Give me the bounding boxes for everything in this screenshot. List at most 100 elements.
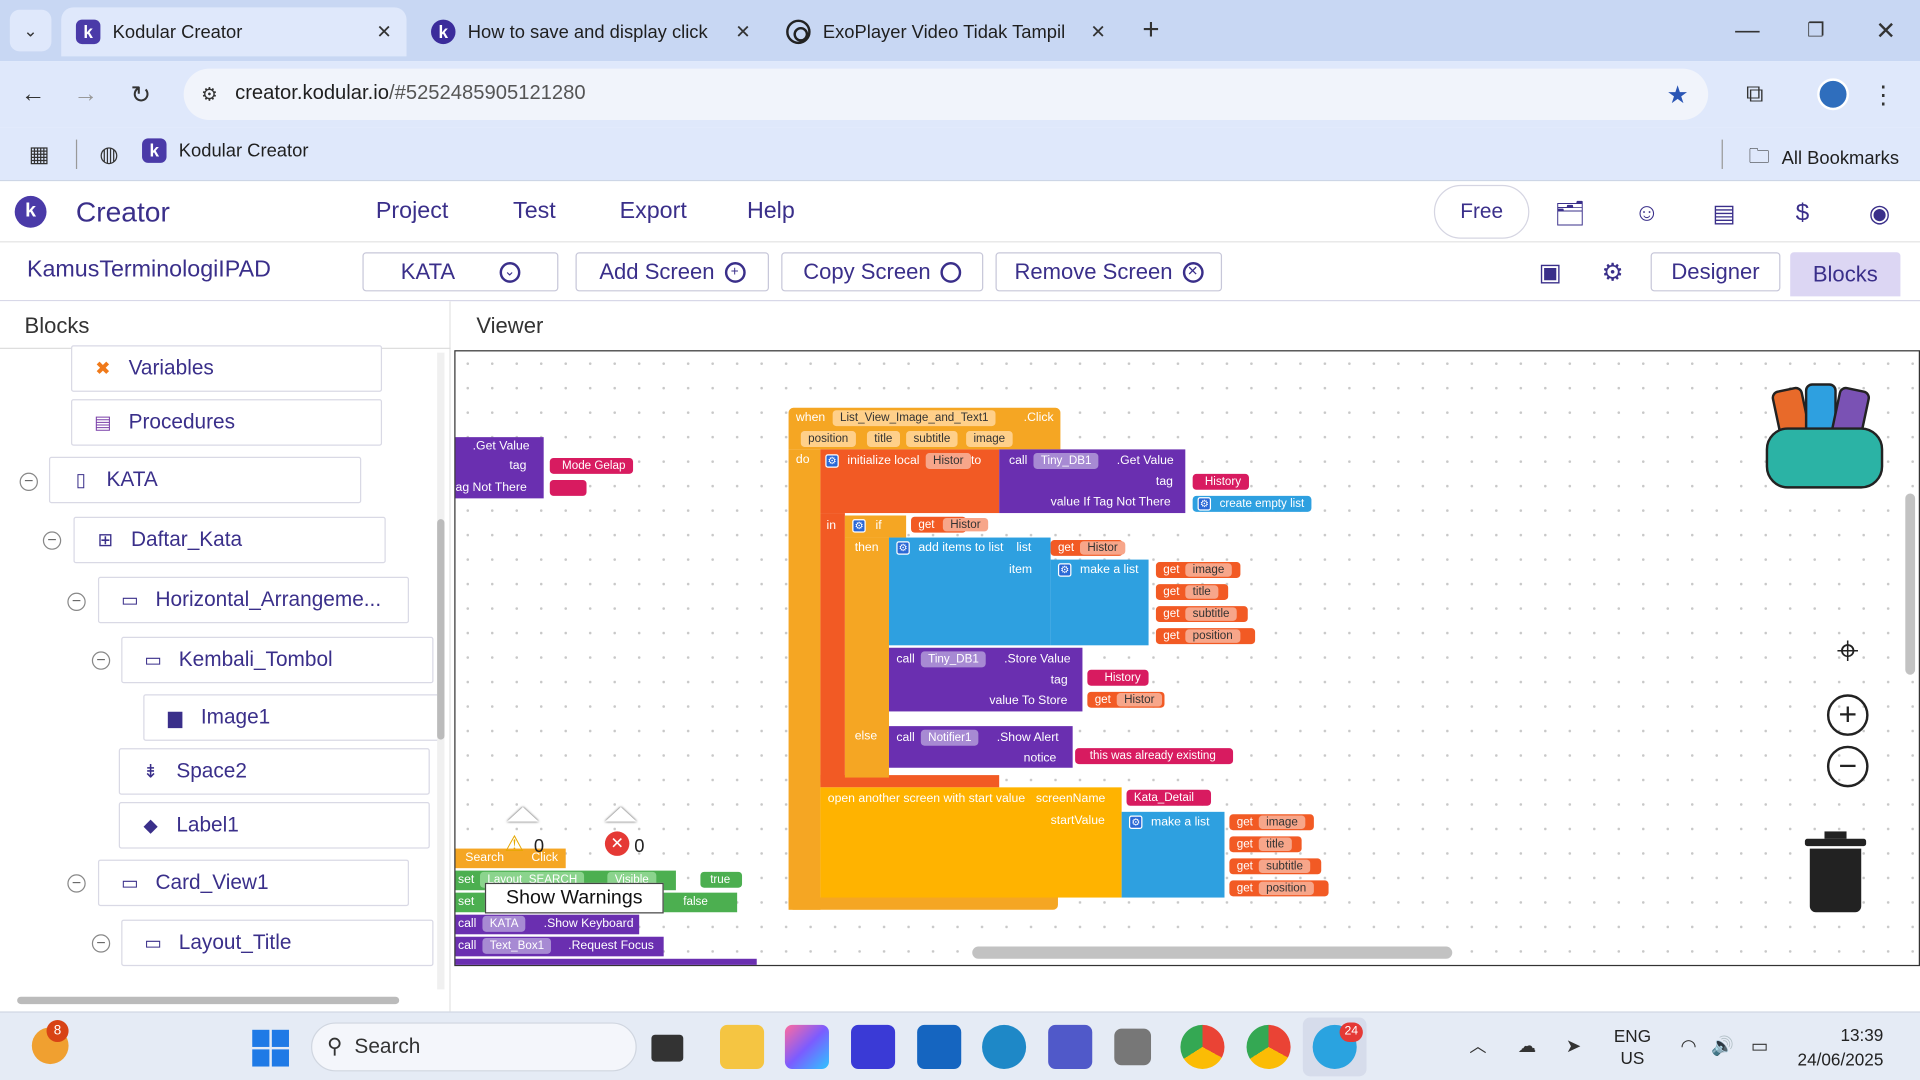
param-dropdown[interactable]: image [1185, 563, 1232, 577]
tree-item[interactable]: ⇟ Space2 [118, 748, 430, 795]
gallery-icon[interactable]: ▣ [1538, 258, 1562, 286]
request-focus-block[interactable]: call Text_Box1 .Request Focus [455, 936, 664, 957]
text-block[interactable]: this was already existing [1075, 748, 1234, 765]
blocks-button[interactable]: Blocks [1790, 252, 1901, 297]
new-tab-icon[interactable]: + [1142, 13, 1160, 47]
collapse-toggle[interactable]: − [42, 531, 62, 550]
site-info-icon[interactable]: ⚙ [201, 84, 218, 106]
profile-avatar[interactable] [1817, 78, 1849, 111]
taskbar-search[interactable]: ⚲ Search [311, 1022, 637, 1072]
search-click-event[interactable]: Search Click [455, 848, 566, 869]
tree-item[interactable]: ◆ Label1 [118, 802, 430, 849]
collapse-toggle[interactable]: − [91, 934, 111, 953]
designer-button[interactable]: Designer [1650, 252, 1781, 292]
event-block-header[interactable]: when List_View_Image_and_Text1 .Click po… [788, 407, 1061, 450]
param-pill[interactable]: image [966, 431, 1013, 447]
close-icon[interactable]: ✕ [1090, 22, 1106, 43]
address-bar[interactable]: ⚙ creator.kodular.io/#5252485905121280 ★ [183, 68, 1709, 121]
chrome-icon[interactable] [1180, 1024, 1225, 1069]
recenter-icon[interactable]: ⌖ [1836, 628, 1859, 673]
app-icon[interactable] [851, 1024, 896, 1069]
close-window-icon[interactable]: ✕ [1875, 17, 1896, 45]
param-pill[interactable]: position [800, 431, 856, 447]
blocks-workspace[interactable]: .Get Value tag ag Not There Mode Gelap w… [454, 350, 1920, 967]
tree-procedures[interactable]: ▤ Procedures [71, 399, 383, 446]
app-icon[interactable] [1114, 1028, 1152, 1066]
gear-icon[interactable]: ⚙ [1601, 258, 1624, 286]
cloud-icon[interactable]: ☁ [1517, 1035, 1537, 1057]
task-view-icon[interactable] [651, 1034, 684, 1062]
param-pill[interactable]: subtitle [906, 431, 958, 447]
open-another-screen-block[interactable]: open another screen with start value scr… [820, 787, 1122, 898]
text-block[interactable]: History [1192, 473, 1249, 490]
show-warnings-button[interactable]: Show Warnings [484, 882, 664, 914]
teams-icon[interactable] [1048, 1024, 1093, 1069]
tree-item[interactable]: ▭ Kembali_Tombol [121, 636, 434, 684]
clock[interactable]: 13:39 24/06/2025 [1798, 1022, 1884, 1071]
project-folder-icon[interactable]: 🗂 [1554, 200, 1586, 228]
param-dropdown[interactable]: subtitle [1185, 607, 1237, 621]
file-explorer-icon[interactable] [720, 1024, 765, 1069]
initialize-local-block[interactable]: ⚙ initialize local Histor to [820, 449, 1000, 514]
chrome-profile-icon[interactable] [1246, 1024, 1291, 1069]
docs-icon[interactable]: ▤ [1712, 200, 1736, 228]
menu-dots-icon[interactable]: ⋮ [1871, 81, 1896, 109]
param-dropdown[interactable]: position [1185, 629, 1241, 643]
if-block[interactable]: ⚙ if [844, 515, 907, 538]
all-bookmarks[interactable]: 🗀 All Bookmarks [1749, 141, 1899, 177]
show-keyboard-block[interactable]: call KATA .Show Keyboard [455, 914, 640, 935]
warnings-up-arrow[interactable] [506, 806, 539, 822]
text-block[interactable]: History [1087, 669, 1149, 686]
windows-start-icon[interactable] [252, 1029, 289, 1067]
param-dropdown[interactable]: subtitle [1258, 859, 1311, 874]
variable-dropdown[interactable]: Histor [942, 517, 988, 532]
copilot-icon[interactable] [784, 1024, 829, 1069]
forward-icon[interactable]: → [73, 80, 98, 108]
tree-item[interactable]: ▭ Card_View1 [97, 859, 409, 907]
make-a-list-block[interactable]: ⚙ make a list [1121, 811, 1225, 898]
true-block[interactable]: true [700, 871, 743, 888]
extensions-icon[interactable]: ⧉ [1745, 80, 1764, 108]
param-pill[interactable]: title [866, 431, 900, 447]
tab-kodular[interactable]: k Kodular Creator ✕ [61, 7, 407, 57]
vertical-scrollbar[interactable] [1905, 493, 1916, 675]
param-dropdown[interactable]: title [1258, 837, 1292, 852]
tree-item[interactable]: ▭ Horizontal_Arrangeme... [97, 576, 409, 624]
restore-icon[interactable]: ❐ [1807, 20, 1825, 42]
bookmark-kodular[interactable]: k Kodular Creator [142, 138, 308, 163]
param-dropdown[interactable]: title [1185, 585, 1219, 599]
close-icon[interactable]: ✕ [376, 22, 392, 43]
companion-icon[interactable]: ☺ [1634, 198, 1660, 226]
text-block[interactable]: Kata_Detail [1126, 789, 1212, 806]
tree-item[interactable]: ⊞ Daftar_Kata [73, 516, 386, 564]
tinydb-get-value-call[interactable]: call Tiny_DB1 .Get Value tag value If Ta… [999, 449, 1186, 514]
tree-item[interactable]: ▭ Layout_Title [121, 919, 434, 967]
chevron-up-icon[interactable]: ︿ [1469, 1035, 1487, 1056]
component-dropdown[interactable]: Text_Box1 [482, 937, 552, 954]
create-empty-list-block[interactable]: ⚙ create empty list [1192, 495, 1312, 512]
param-dropdown[interactable]: image [1258, 815, 1306, 829]
location-icon[interactable]: ➤ [1565, 1035, 1582, 1057]
kodular-logo[interactable]: k [14, 195, 47, 228]
scrollbar-thumb[interactable] [437, 519, 445, 740]
horizontal-scrollbar[interactable] [17, 996, 400, 1005]
add-screen-button[interactable]: Add Screen + [575, 252, 769, 292]
menu-export[interactable]: Export [619, 198, 687, 225]
remove-screen-button[interactable]: Remove Screen ✕ [995, 252, 1223, 292]
collapse-toggle[interactable]: − [67, 874, 86, 893]
notifier-show-alert-block[interactable]: call Notifier1 .Show Alert notice [888, 726, 1073, 768]
outlook-icon[interactable] [917, 1024, 962, 1069]
errors-up-arrow[interactable] [604, 806, 637, 822]
text-block-empty[interactable] [549, 480, 587, 496]
tab-exoplayer[interactable]: ExoPlayer Video Tidak Tampil ✕ [771, 7, 1120, 56]
tree-screen-kata[interactable]: ▯ KATA [48, 456, 362, 504]
minimize-icon[interactable]: — [1735, 16, 1760, 44]
make-a-list-block[interactable]: ⚙ make a list [1050, 559, 1149, 646]
collapse-toggle[interactable]: − [19, 472, 38, 492]
tab-how-to-save[interactable]: k How to save and display click h ✕ [416, 7, 765, 56]
edge-icon[interactable] [982, 1024, 1027, 1069]
backpack-icon[interactable] [1763, 378, 1890, 491]
close-icon[interactable]: ✕ [735, 22, 751, 43]
tree-variables[interactable]: ✖ Variables [71, 345, 383, 392]
reload-icon[interactable]: ↻ [130, 81, 152, 109]
